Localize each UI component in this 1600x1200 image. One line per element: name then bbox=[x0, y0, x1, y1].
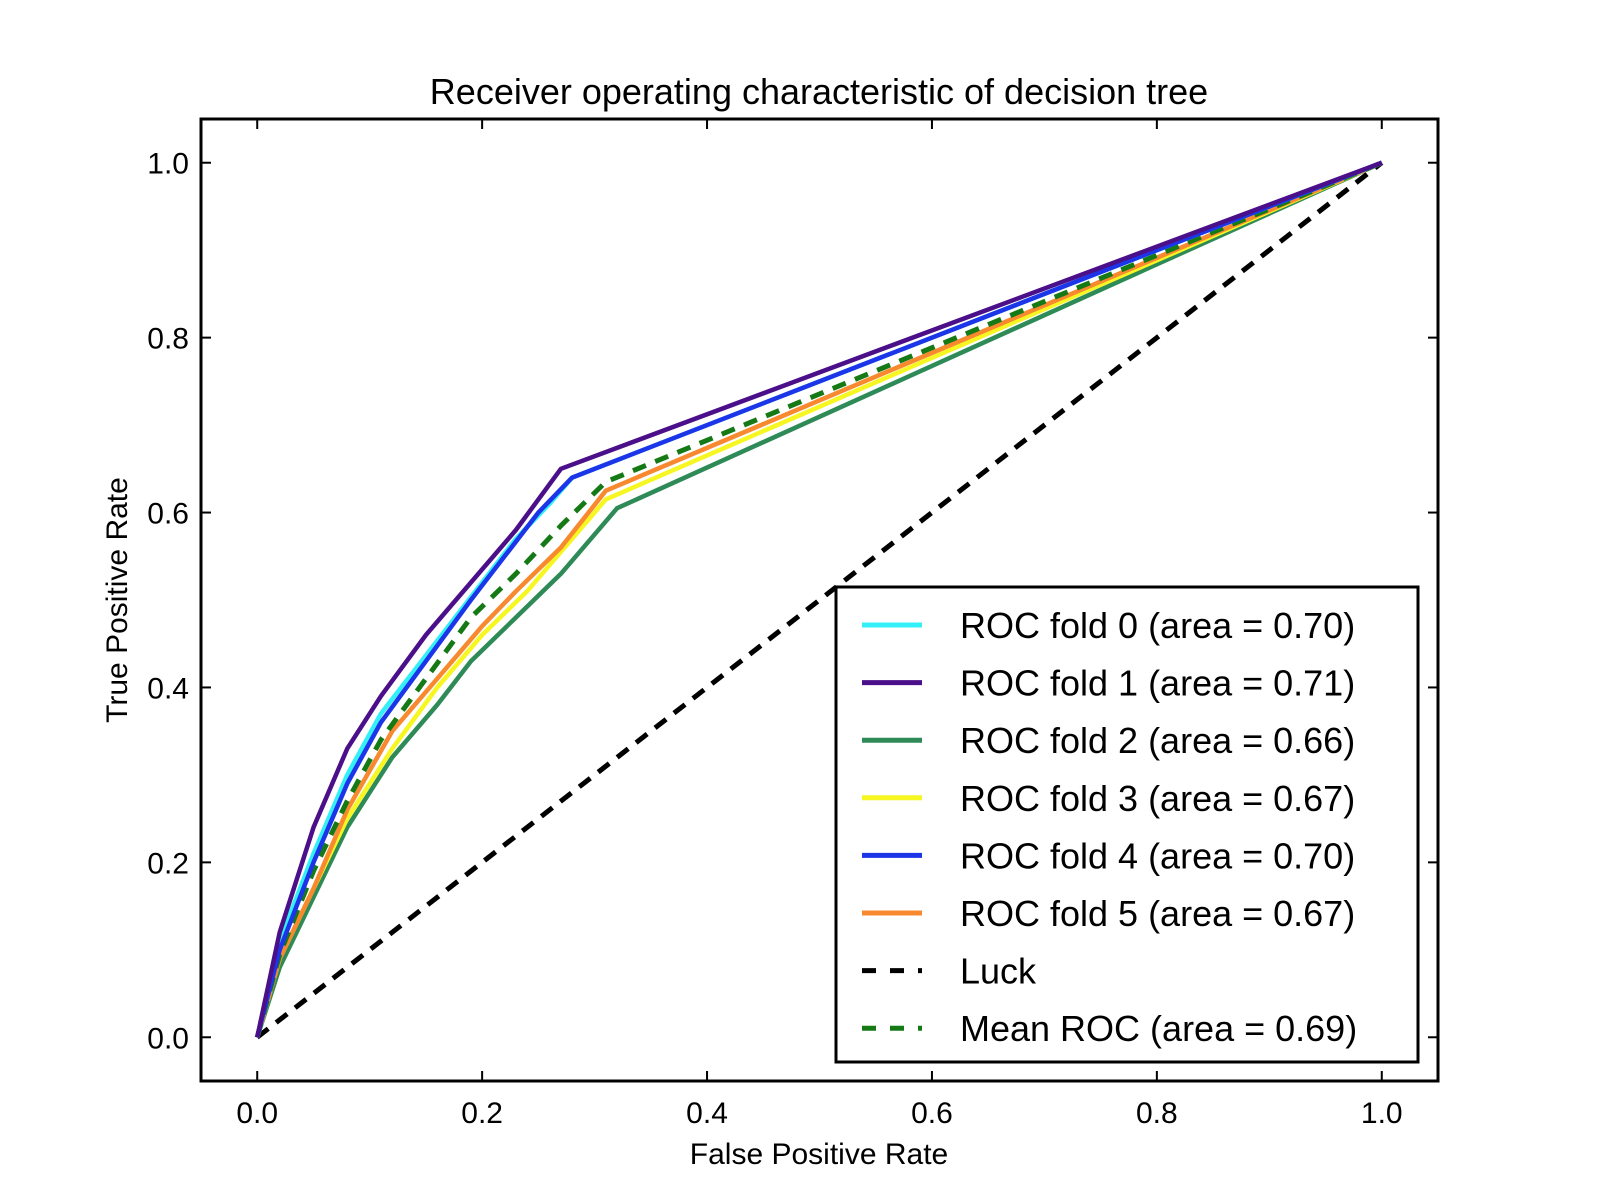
series-line-6 bbox=[255, 160, 1384, 1040]
chart-title: Receiver operating characteristic of dec… bbox=[430, 71, 1208, 112]
legend-label-0: ROC fold 0 (area = 0.70) bbox=[960, 605, 1355, 646]
x-tick-label: 0.2 bbox=[461, 1097, 503, 1130]
y-tick-label: 0.6 bbox=[147, 498, 189, 531]
legend: ROC fold 0 (area = 0.70) ROC fold 1 (area… bbox=[834, 585, 1420, 1064]
series-line-5 bbox=[255, 160, 1383, 1038]
x-tick-label: 0.0 bbox=[236, 1097, 278, 1130]
legend-label-7: Mean ROC (area = 0.69) bbox=[960, 1008, 1357, 1049]
y-tick-label: 0.4 bbox=[147, 672, 189, 705]
x-axis-label: False Positive Rate bbox=[690, 1138, 948, 1171]
legend-label-5: ROC fold 5 (area = 0.67) bbox=[960, 893, 1355, 934]
legend-label-6: Luck bbox=[960, 951, 1037, 992]
x-tick-label: 0.8 bbox=[1136, 1097, 1178, 1130]
series-line-1 bbox=[254, 160, 1383, 1038]
series-line-7 bbox=[254, 160, 1383, 1038]
y-tick-label: 1.0 bbox=[147, 148, 189, 181]
x-tick-label: 0.6 bbox=[911, 1097, 953, 1130]
legend-label-2: ROC fold 2 (area = 0.66) bbox=[960, 720, 1355, 761]
series-line-2 bbox=[255, 160, 1383, 1038]
series-layer bbox=[254, 160, 1384, 1040]
legend-label-1: ROC fold 1 (area = 0.71) bbox=[960, 663, 1355, 704]
y-tick-label: 0.2 bbox=[147, 847, 189, 880]
legend-box bbox=[834, 585, 1420, 1064]
y-tick-label: 0.0 bbox=[147, 1022, 189, 1055]
y-tick-label: 0.8 bbox=[147, 323, 189, 356]
ticks-layer: 0.0 0.2 0.4 0.6 0.8 1.0 0.0 0.2 0.4 0.6 0.8 1.0 bbox=[147, 119, 1438, 1130]
series-line-4 bbox=[255, 160, 1383, 1038]
legend-label-4: ROC fold 4 (area = 0.70) bbox=[960, 835, 1355, 876]
legend-label-3: ROC fold 3 (area = 0.67) bbox=[960, 778, 1355, 819]
x-tick-label: 0.4 bbox=[686, 1097, 728, 1130]
y-axis-label: True Positive Rate bbox=[101, 477, 134, 723]
x-tick-label: 1.0 bbox=[1361, 1097, 1403, 1130]
